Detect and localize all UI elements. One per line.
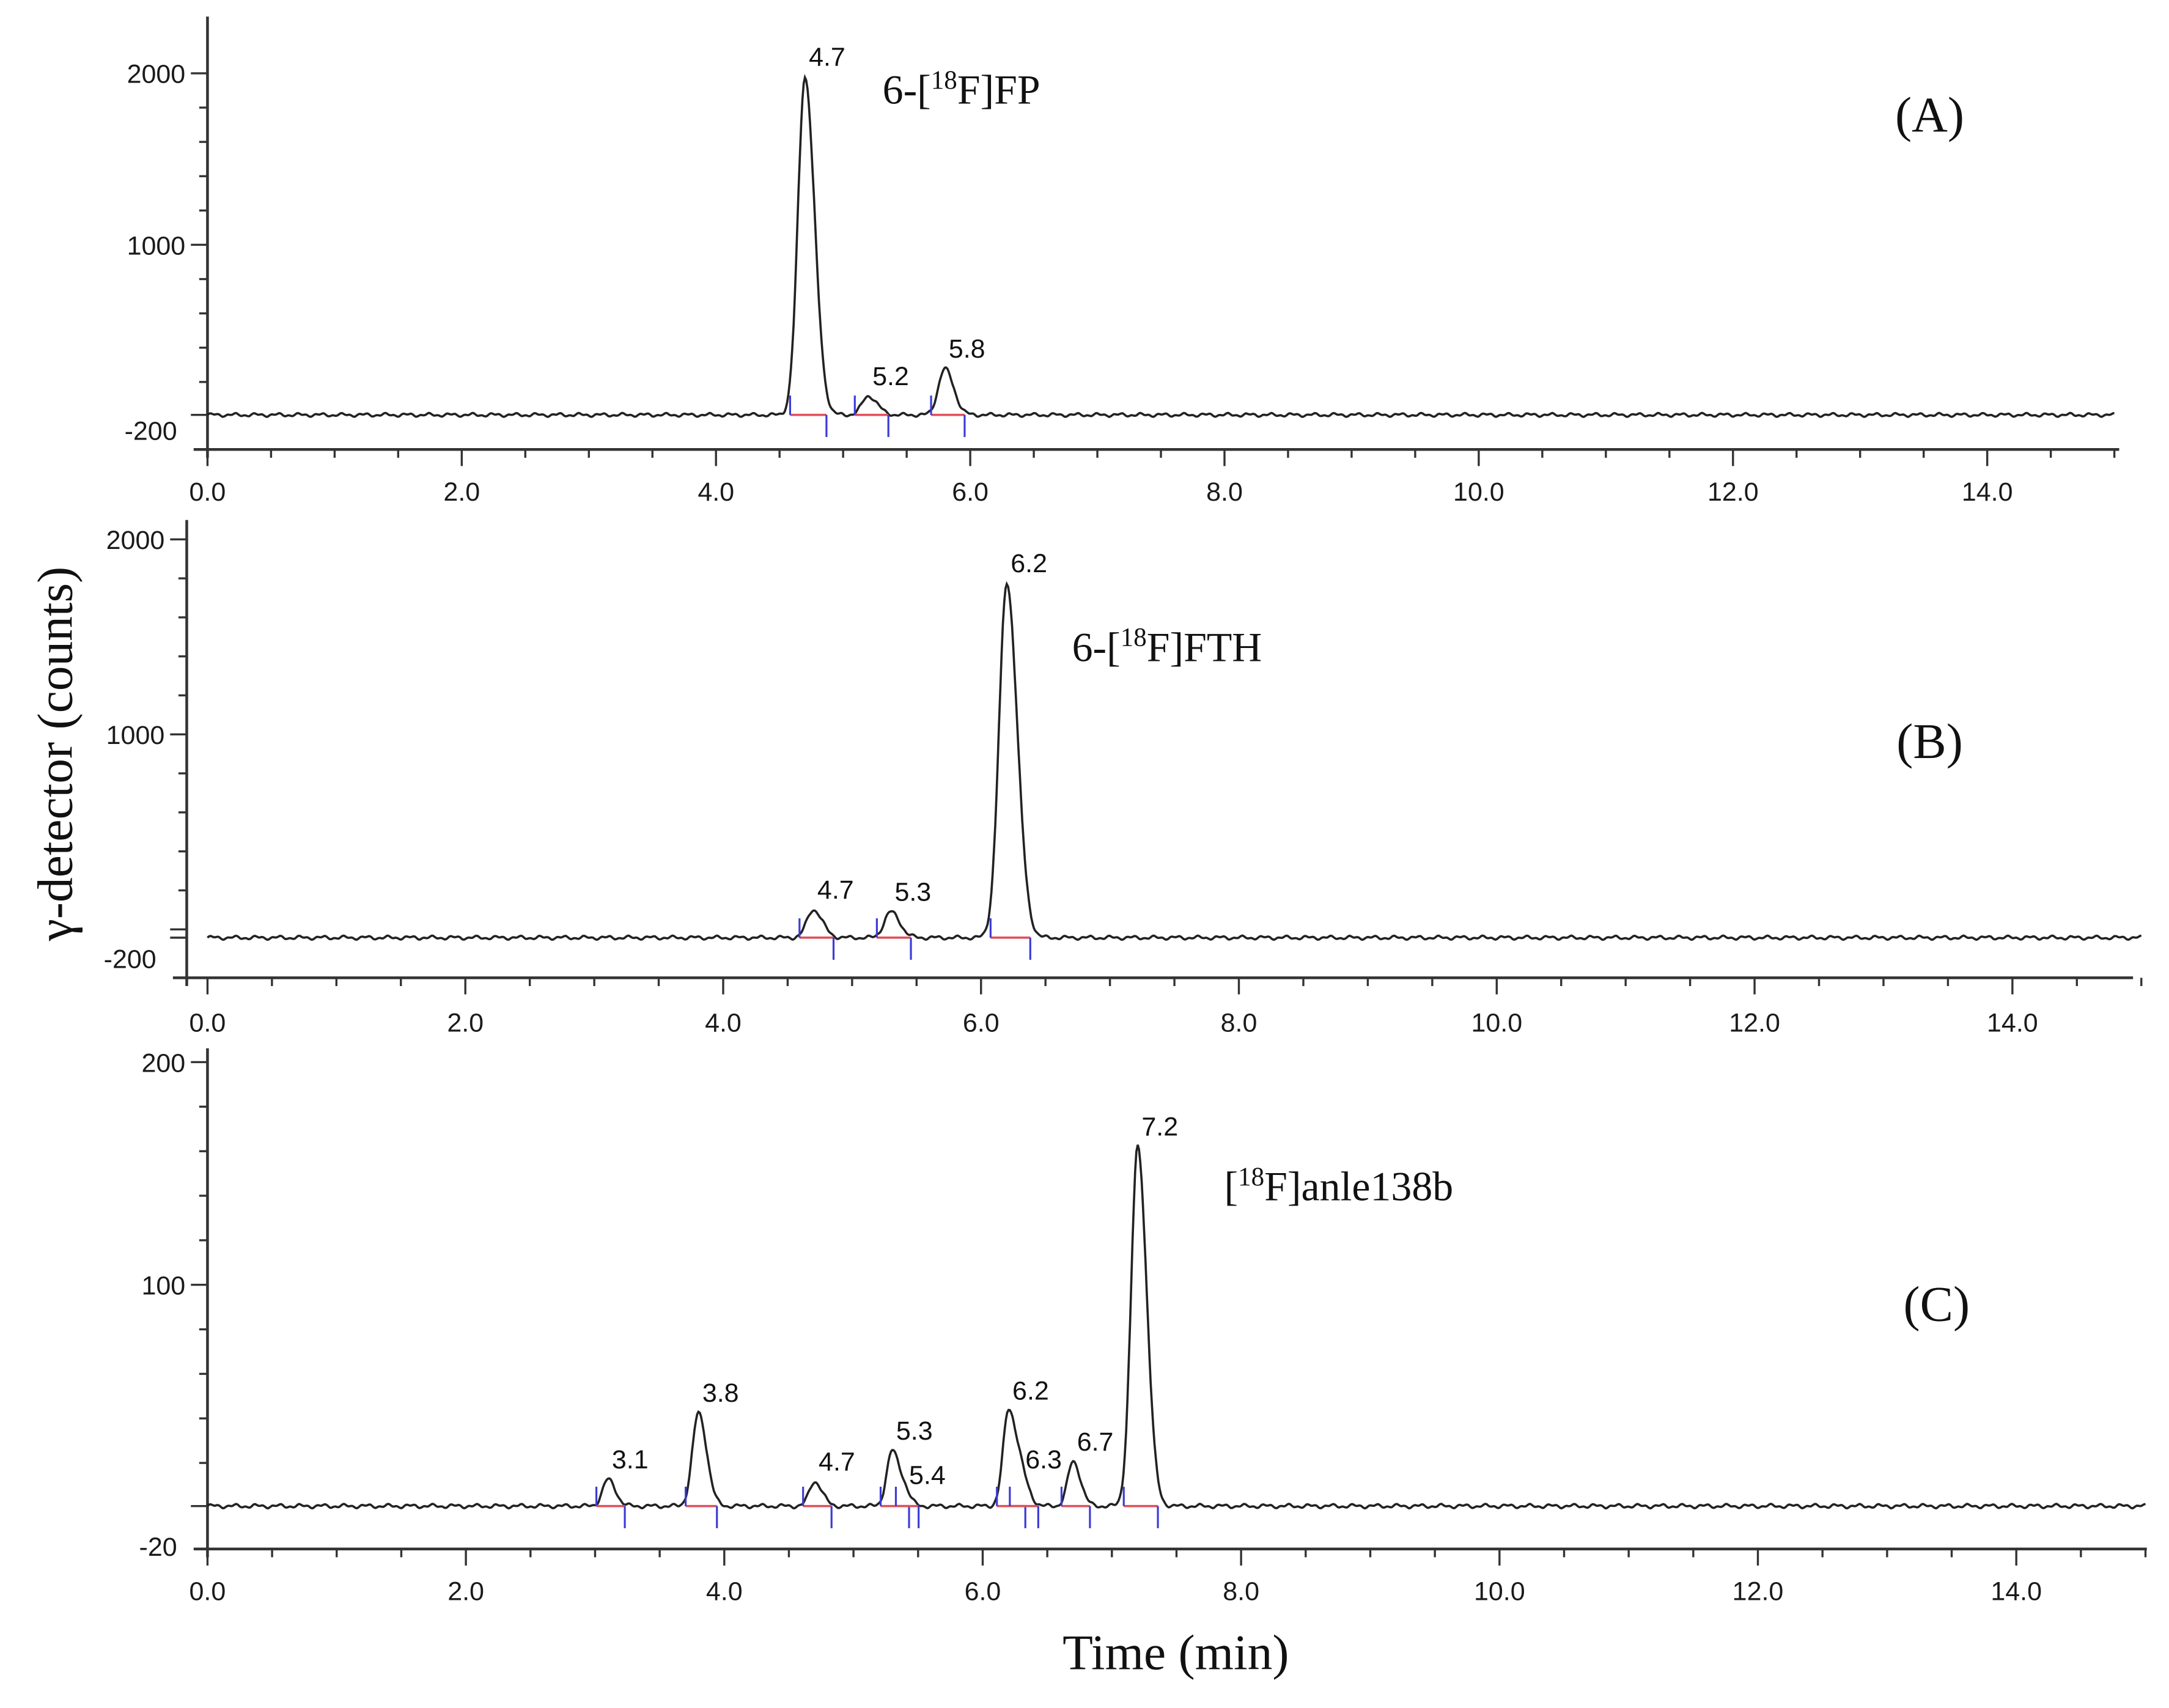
x-tick-label: 0.0 (190, 477, 226, 507)
y-tick-label: -20 (139, 1533, 177, 1562)
x-tick-label: 10.0 (1471, 1009, 1522, 1038)
panel-b: 2000 1000 -200 0.0 2.0 4.0 6.0 8.0 10.0 12.0 14.0 4… (104, 520, 2143, 1038)
x-tick-label: 12.0 (1733, 1577, 1784, 1607)
panel-a: 2000 1000 -200 0.0 2.0 4.0 6.0 8.0 10.0 12.0 14.0 4… (125, 17, 2119, 507)
y-tick-label: -200 (104, 945, 157, 974)
x-tick-label: 4.0 (698, 477, 734, 507)
peak-label: 7.2 (1141, 1112, 1178, 1141)
y-tick-label: 200 (141, 1048, 185, 1078)
peak-label: 5.3 (896, 1416, 933, 1446)
x-tick-label: 4.0 (705, 1009, 742, 1038)
peak-label: 6.2 (1011, 549, 1047, 578)
x-tick-label: 0.0 (190, 1577, 226, 1607)
x-tick-label: 14.0 (1990, 1577, 2042, 1607)
panel-letter: (B) (1896, 713, 1963, 769)
x-tick-label: 6.0 (952, 477, 989, 507)
y-tick-label: 2000 (106, 526, 165, 555)
peak-label: 5.3 (894, 877, 931, 907)
y-tick-label: 1000 (106, 721, 165, 750)
peak-label: 3.8 (702, 1379, 739, 1408)
peak-label: 6.2 (1012, 1376, 1049, 1405)
peak-label: 5.2 (872, 362, 909, 391)
y-tick-label: 2000 (127, 60, 186, 89)
panel-letter: (C) (1904, 1276, 1970, 1332)
chromatogram-trace (207, 581, 2141, 941)
peak-label: 4.7 (809, 42, 845, 72)
x-tick-label: 2.0 (447, 1577, 484, 1607)
peak-label: 6.3 (1025, 1445, 1062, 1474)
x-tick-label: 8.0 (1223, 1577, 1259, 1607)
x-tick-label: 2.0 (447, 1009, 484, 1038)
peak-label: 5.8 (949, 334, 985, 364)
peak-label: 5.4 (909, 1460, 946, 1490)
chromatogram-trace (207, 1144, 2146, 1510)
compound-label: 6-[18F]FTH (1072, 624, 1262, 671)
x-axis-title: Time (min) (1062, 1625, 1289, 1680)
x-tick-label: 0.0 (190, 1009, 226, 1038)
x-tick-label: 4.0 (706, 1577, 743, 1607)
peak-label: 4.7 (819, 1448, 855, 1477)
compound-label: 6-[18F]FP (883, 66, 1040, 113)
chromatogram-trace (207, 73, 2115, 418)
y-axis-title: γ-detector (counts) (28, 567, 83, 942)
x-tick-label: 14.0 (1962, 477, 2013, 507)
peak-label: 4.7 (817, 875, 854, 905)
x-tick-label: 10.0 (1453, 477, 1504, 507)
x-tick-label: 12.0 (1707, 477, 1759, 507)
y-tick-label: 1000 (127, 231, 186, 260)
x-tick-label: 6.0 (963, 1009, 1000, 1038)
y-tick-label: -200 (125, 416, 177, 446)
panel-c: 200 100 -20 0.0 2.0 4.0 6.0 8.0 10.0 12.0 14.0 3.1 3… (139, 1048, 2147, 1607)
x-tick-label: 8.0 (1206, 477, 1243, 507)
x-tick-label: 12.0 (1729, 1009, 1780, 1038)
x-tick-label: 2.0 (443, 477, 480, 507)
x-tick-label: 10.0 (1474, 1577, 1525, 1607)
y-tick-label: 100 (141, 1272, 185, 1301)
peak-label: 3.1 (612, 1445, 649, 1474)
peak-label: 6.7 (1077, 1427, 1114, 1457)
x-tick-label: 6.0 (965, 1577, 1001, 1607)
panel-letter: (A) (1895, 87, 1964, 142)
x-tick-label: 14.0 (1987, 1009, 2038, 1038)
compound-label: [18F]anle138b (1224, 1163, 1454, 1210)
x-tick-label: 8.0 (1221, 1009, 1258, 1038)
